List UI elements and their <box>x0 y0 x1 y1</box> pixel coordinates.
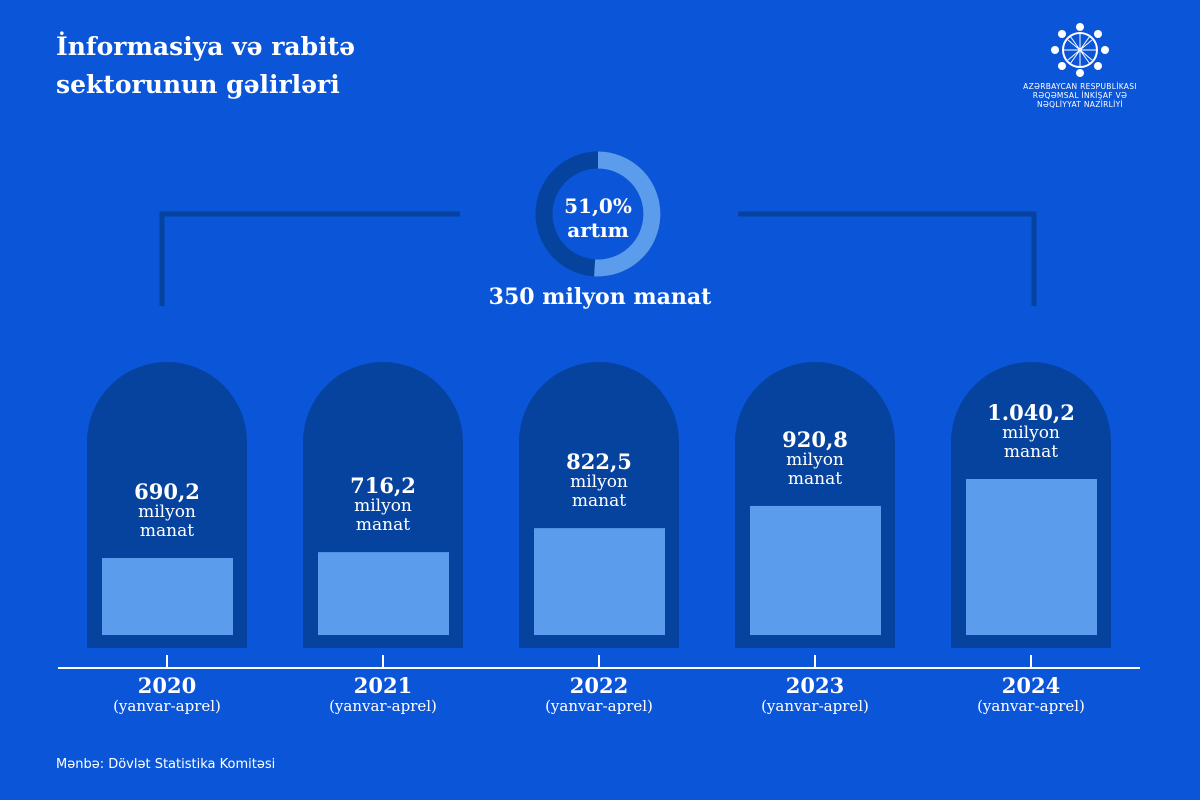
bar-2020 <box>102 557 233 635</box>
source-note: Mənbə: Dövlət Statistika Komitəsi <box>56 757 276 772</box>
data-label: 920,8 milyon manat <box>735 426 895 489</box>
unit-label: milyon <box>786 449 844 470</box>
period-label: (yanvar-aprel) <box>761 697 869 715</box>
growth-total: 350 milyon manat <box>488 284 712 310</box>
unit-label: milyon <box>354 496 412 517</box>
growth-label: 51,0% artım <box>528 194 668 242</box>
growth-percent: 51,0% <box>564 194 632 218</box>
period-label: (yanvar-aprel) <box>329 697 437 715</box>
unit-label: manat <box>139 520 195 541</box>
year-label: 2022 <box>569 673 629 698</box>
value-label: 1.040,2 <box>987 399 1075 425</box>
growth-bracket <box>159 211 1037 306</box>
growth-word: artım <box>567 218 629 242</box>
x-tick-label: 2024 (yanvar-aprel) <box>923 674 1139 715</box>
x-tick-label: 2020 (yanvar-aprel) <box>59 674 275 715</box>
unit-label: manat <box>571 491 627 512</box>
data-label: 1.040,2 milyon manat <box>951 399 1111 462</box>
period-label: (yanvar-aprel) <box>113 697 221 715</box>
unit-label: manat <box>355 515 411 536</box>
x-tick-label: 2021 (yanvar-aprel) <box>275 674 491 715</box>
value-label: 920,8 <box>782 426 848 452</box>
value-label: 690,2 <box>134 478 200 504</box>
year-label: 2023 <box>785 673 845 698</box>
title-line-1: İnformasiya və rabitə <box>56 32 356 61</box>
year-label: 2024 <box>1001 673 1061 698</box>
period-label: (yanvar-aprel) <box>977 697 1085 715</box>
data-label: 690,2 milyon manat <box>87 478 247 541</box>
x-tick-label: 2022 (yanvar-aprel) <box>491 674 707 715</box>
bracket-left <box>159 211 460 306</box>
page-title: İnformasiya və rabitə sektorunun gəlirlə… <box>56 28 355 104</box>
x-tick-label: 2023 (yanvar-aprel) <box>707 674 923 715</box>
unit-label: milyon <box>570 472 628 493</box>
data-label: 822,5 milyon manat <box>519 451 679 511</box>
bar-2021 <box>318 552 449 635</box>
donut-growth-arc <box>594 151 661 277</box>
unit-label: milyon <box>1002 422 1060 443</box>
unit-label: milyon <box>138 501 196 522</box>
bar-2024 <box>966 478 1097 635</box>
logo-line-3: NƏQLİYYAT NAZİRLİYİ <box>1036 100 1124 109</box>
ministry-logo: AZƏRBAYCAN RESPUBLİKASI RƏQƏMSAL İNKİŞAF… <box>1010 22 1150 109</box>
value-label: 822,5 <box>566 449 632 475</box>
unit-label: manat <box>1003 441 1059 462</box>
unit-label: manat <box>787 468 843 489</box>
logo-line-1: AZƏRBAYCAN RESPUBLİKASI <box>1023 82 1137 91</box>
bracket-right <box>738 211 1037 306</box>
value-label: 716,2 <box>350 473 416 499</box>
year-label: 2021 <box>353 673 413 698</box>
title-line-2: sektorunun gəlirləri <box>56 70 340 99</box>
data-label: 716,2 milyon manat <box>303 475 463 535</box>
period-label: (yanvar-aprel) <box>545 697 653 715</box>
logo-text: AZƏRBAYCAN RESPUBLİKASI RƏQƏMSAL İNKİŞAF… <box>1010 82 1150 109</box>
ministry-emblem-icon <box>1051 23 1109 77</box>
logo-line-2: RƏQƏMSAL İNKİŞAF VƏ <box>1032 91 1128 100</box>
year-label: 2020 <box>137 673 197 698</box>
bar-2022 <box>534 528 665 635</box>
bar-2023 <box>750 505 881 635</box>
